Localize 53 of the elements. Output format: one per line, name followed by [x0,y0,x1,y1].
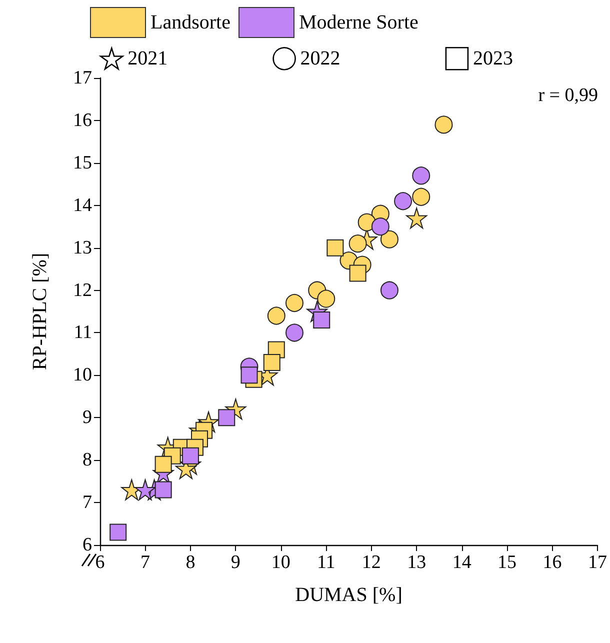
y-tick-label: 6 [82,534,92,556]
x-tick-label: 17 [588,552,607,573]
legend-label: Moderne Sorte [298,12,419,34]
y-tick-label: 14 [73,194,92,216]
point [154,481,172,498]
y-tick-label: 17 [73,68,92,88]
x-tick-label: 16 [542,552,562,573]
x-tick-label: 14 [452,552,472,573]
x-tick-label: 15 [498,552,517,573]
y-tick-label: 10 [73,364,92,386]
point [285,294,304,312]
point [182,447,199,464]
legend-label: Landsorte [150,12,231,34]
point [348,234,367,253]
legend-label: 2023 [472,48,513,70]
point [380,230,398,248]
point [412,188,430,206]
point [134,479,156,500]
x-axis-title: DUMAS [%] [295,584,402,606]
y-tick-label: 11 [74,322,92,344]
point [412,166,430,185]
point [434,116,453,134]
x-tick-label: 10 [271,552,290,573]
point [240,366,258,384]
point [154,456,172,473]
legend-label: 2021 [128,48,168,70]
x-tick-label: 7 [140,552,150,573]
y-tick-label: 8 [82,450,92,471]
x-tick-label: 13 [407,552,426,573]
y-axis-title: RP-HPLC [%] [29,252,51,370]
annotation: r = 0,99 [538,85,598,106]
x-tick-label: 8 [186,552,196,573]
x-tick-label: 12 [362,552,381,573]
point [371,218,390,236]
point [349,264,366,282]
point [110,524,127,541]
point [317,290,336,308]
y-tick-label: 12 [73,280,92,301]
y-tick-label: 16 [73,110,92,131]
x-tick-label: 9 [230,552,240,573]
point [380,281,398,300]
y-tick-label: 9 [82,407,92,428]
point [285,324,304,342]
point [267,306,286,325]
point [263,354,280,371]
point [406,208,428,229]
x-tick-label: 11 [316,552,336,573]
y-tick-label: 15 [73,152,92,174]
legend-label: 2022 [300,48,340,70]
y-tick-label: 7 [82,492,92,514]
point [326,239,344,256]
y-tick-label: 13 [73,237,92,258]
point [394,192,412,210]
